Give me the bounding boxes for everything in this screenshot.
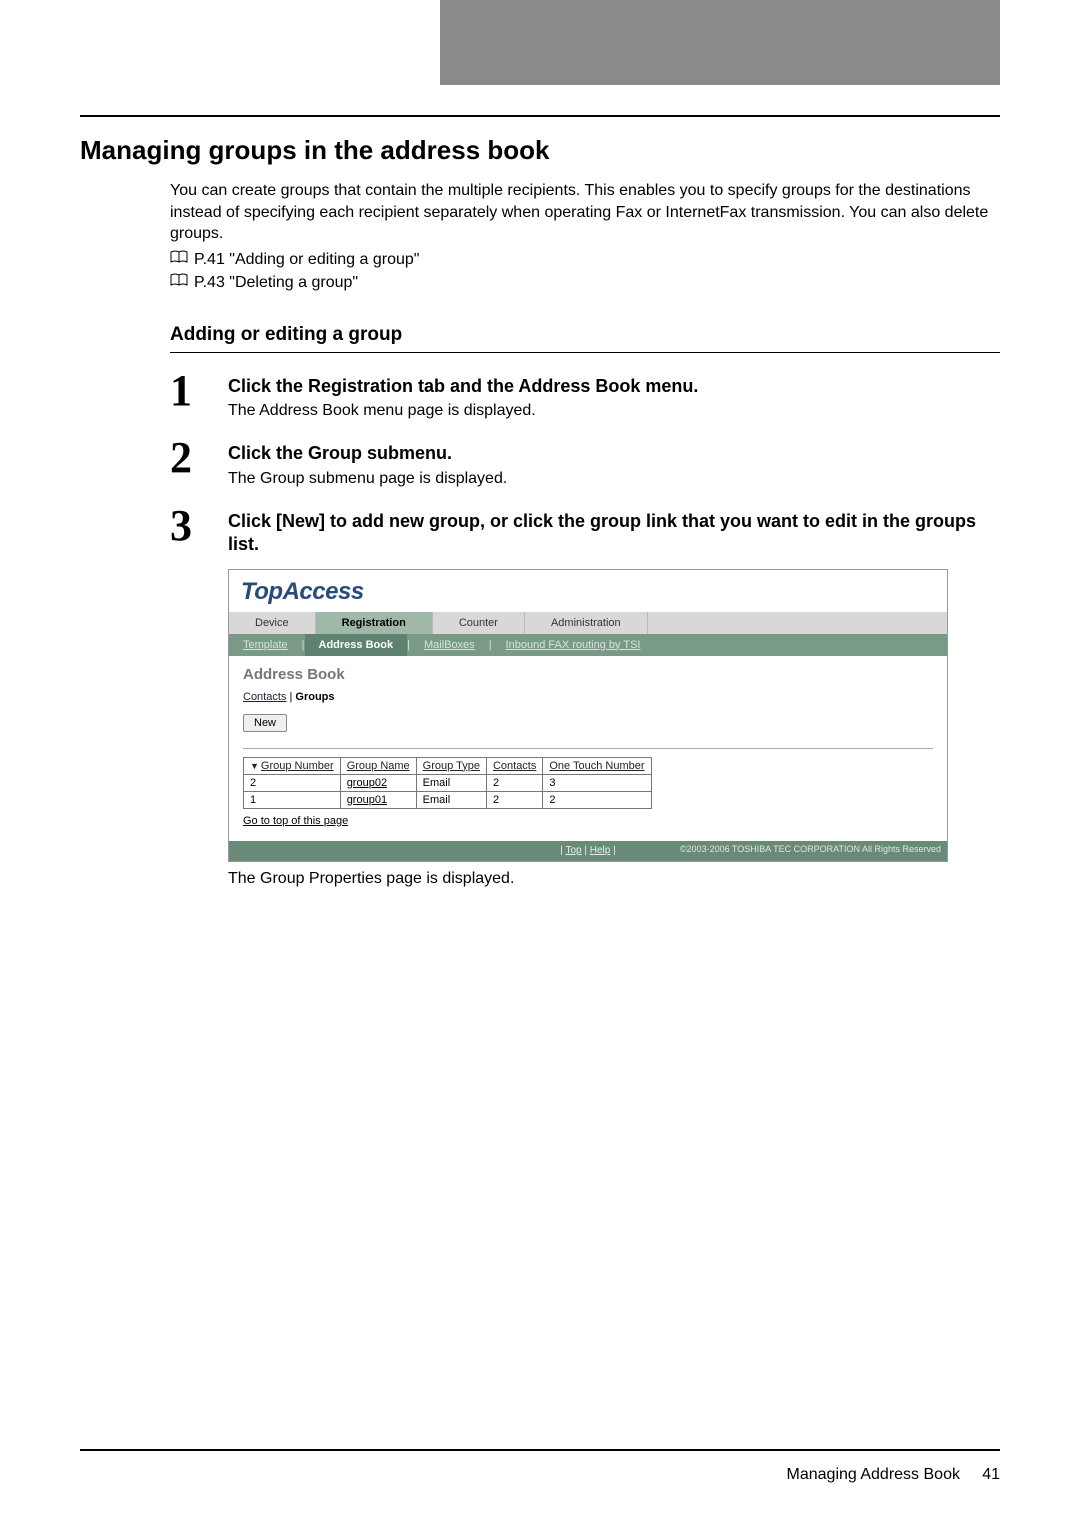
step-number: 3 [170,506,210,546]
step-title: Click the Group submenu. [228,442,1000,465]
subtab-mailboxes[interactable]: MailBoxes [410,634,489,656]
step-body: Click the Registration tab and the Addre… [228,371,1000,420]
subsection-rule [170,352,1000,353]
topaccess-logo: TopAccess [229,570,947,612]
footer-page-number: 41 [982,1466,1000,1483]
crossref-line-2: P.43 "Deleting a group" [170,272,1000,294]
cell-contacts: 2 [486,774,542,791]
subsection-heading: Adding or editing a group [170,324,1000,346]
tab-counter[interactable]: Counter [433,612,525,634]
logo-text: TopAccess [241,578,364,605]
step-text: The Address Book menu page is displayed. [228,402,1000,420]
crossref-text-1: P.41 "Adding or editing a group" [194,249,419,271]
col-one-touch[interactable]: One Touch Number [543,757,651,774]
footer-help-link[interactable]: Help [590,845,611,856]
sub-tabs-row: Template | Address Book | MailBoxes | In… [229,634,947,656]
divider [243,748,933,749]
subtab-template[interactable]: Template [229,634,302,656]
cell-group-name-link[interactable]: group02 [340,774,416,791]
step-body: Click the Group submenu. The Group subme… [228,438,1000,487]
cell-one-touch: 2 [543,791,651,808]
col-group-type[interactable]: Group Type [416,757,486,774]
footer-top-link[interactable]: Top [565,845,581,856]
tab-registration[interactable]: Registration [316,612,433,634]
crumb-contacts[interactable]: Contacts [243,691,286,703]
cell-group-type: Email [416,791,486,808]
intro-block: You can create groups that contain the m… [170,180,1000,294]
groups-table: Group Number Group Name Group Type Conta… [243,757,652,809]
step-1: 1 Click the Registration tab and the Add… [170,371,1000,420]
step-title: Click [New] to add new group, or click t… [228,510,1000,557]
step-text: The Group submenu page is displayed. [228,470,1000,488]
tab-device[interactable]: Device [229,612,316,634]
footer-label: Managing Address Book [787,1466,960,1483]
cell-group-number: 2 [244,774,341,791]
subtab-inbound-fax[interactable]: Inbound FAX routing by TSI [492,634,655,656]
step-number: 1 [170,371,210,411]
crossref-line-1: P.41 "Adding or editing a group" [170,249,1000,271]
page: Managing groups in the address book You … [0,0,1080,1526]
screenshot-caption: The Group Properties page is displayed. [228,870,1000,888]
bottom-horizontal-rule [80,1449,1000,1451]
page-footer: Managing Address Book 41 [787,1466,1000,1484]
step-title: Click the Registration tab and the Addre… [228,375,1000,398]
header-gray-band [440,0,1000,85]
main-tabs-row: Device Registration Counter Administrati… [229,612,947,634]
step-2: 2 Click the Group submenu. The Group sub… [170,438,1000,487]
tab-administration[interactable]: Administration [525,612,648,634]
new-button[interactable]: New [243,714,287,732]
cell-group-name-link[interactable]: group01 [340,791,416,808]
content-area: Managing groups in the address book You … [80,135,1000,888]
top-horizontal-rule [80,115,1000,117]
book-icon [170,249,188,263]
address-book-body: Address Book Contacts | Groups New Group… [229,656,947,835]
table-row: 2 group02 Email 2 3 [244,774,652,791]
cell-contacts: 2 [486,791,542,808]
topaccess-screenshot: TopAccess Device Registration Counter Ad… [228,569,948,862]
book-icon [170,272,188,286]
cell-group-type: Email [416,774,486,791]
crumb-groups: Groups [295,691,334,703]
screenshot-footer-bar: | Top | Help | ©2003-2006 TOSHIBA TEC CO… [229,841,947,861]
section-heading: Managing groups in the address book [80,135,1000,166]
col-group-number[interactable]: Group Number [244,757,341,774]
step-3: 3 Click [New] to add new group, or click… [170,506,1000,557]
col-group-name[interactable]: Group Name [340,757,416,774]
step-number: 2 [170,438,210,478]
col-contacts[interactable]: Contacts [486,757,542,774]
table-row: 1 group01 Email 2 2 [244,791,652,808]
intro-paragraph: You can create groups that contain the m… [170,180,1000,245]
subtab-address-book[interactable]: Address Book [305,634,408,656]
crossref-text-2: P.43 "Deleting a group" [194,272,358,294]
cell-group-number: 1 [244,791,341,808]
footer-links[interactable]: | Top | Help | [560,845,615,856]
footer-copyright: ©2003-2006 TOSHIBA TEC CORPORATION All R… [680,844,941,854]
table-header-row: Group Number Group Name Group Type Conta… [244,757,652,774]
step-body: Click [New] to add new group, or click t… [228,506,1000,557]
cell-one-touch: 3 [543,774,651,791]
address-book-crumbs: Contacts | Groups [243,691,933,703]
go-to-top-link[interactable]: Go to top of this page [243,815,348,827]
address-book-title: Address Book [243,666,933,683]
